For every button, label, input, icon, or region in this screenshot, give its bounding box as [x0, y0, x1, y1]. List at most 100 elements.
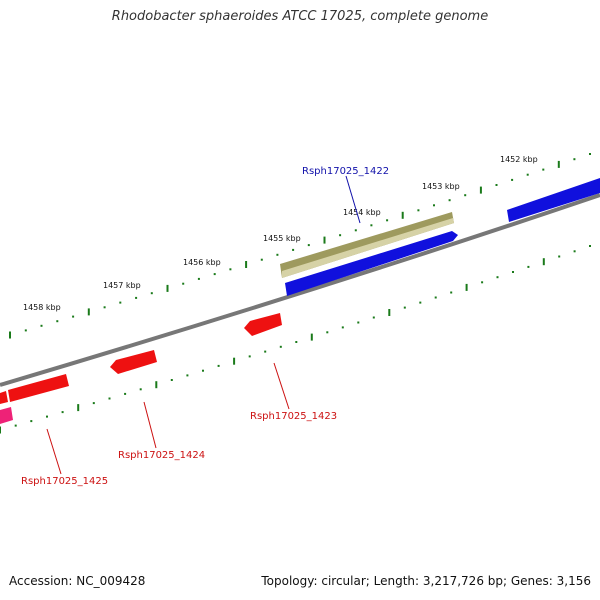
- gene-pink-edge[interactable]: [0, 407, 13, 424]
- outer-ruler-minor-tick: [260, 258, 263, 261]
- inner-ruler-major-tick: [77, 404, 80, 412]
- inner-ruler-major-tick: [388, 309, 391, 316]
- inner-ruler-minor-tick: [403, 306, 406, 309]
- outer-ruler-minor-tick: [56, 320, 59, 323]
- inner-ruler-minor-tick: [434, 296, 437, 299]
- outer-ruler-minor-tick: [339, 234, 342, 237]
- inner-ruler-minor-tick: [372, 316, 375, 319]
- outer-ruler-minor-tick: [182, 282, 185, 285]
- outer-ruler-minor-tick: [370, 224, 373, 227]
- inner-ruler-minor-tick: [92, 402, 95, 405]
- gene-label-rsph17025-1422[interactable]: Rsph17025_1422: [302, 166, 389, 177]
- outer-ruler-minor-tick: [24, 329, 27, 332]
- inner-ruler-major-tick: [542, 258, 545, 266]
- gene-reverse-rsph17025-1425[interactable]: [8, 374, 69, 402]
- scale-label-1456: 1456 kbp: [183, 258, 221, 267]
- inner-ruler-minor-tick: [573, 250, 576, 253]
- outer-ruler-minor-tick: [511, 178, 514, 181]
- scale-label-1453: 1453 kbp: [422, 182, 460, 191]
- inner-ruler-minor-tick: [496, 276, 499, 279]
- inner-ruler-major-tick: [0, 426, 1, 434]
- inner-ruler-major-tick: [233, 357, 236, 365]
- outer-ruler-minor-tick: [119, 301, 122, 304]
- outer-ruler-minor-tick: [386, 219, 389, 222]
- outer-ruler-minor-tick: [589, 153, 591, 155]
- outer-ruler-minor-tick: [417, 209, 420, 212]
- inner-ruler-minor-tick: [357, 321, 360, 324]
- scale-label-1454: 1454 kbp: [343, 208, 381, 217]
- gene-label-leaders: [46, 175, 361, 475]
- leader-rsph17025-1424: [143, 401, 157, 449]
- outer-ruler-major-tick: [323, 236, 326, 244]
- outer-ruler-minor-tick: [292, 248, 295, 251]
- inner-ruler-major-tick: [155, 381, 158, 389]
- inner-ruler-minor-tick: [170, 379, 173, 381]
- outer-ruler-minor-tick: [72, 315, 75, 318]
- outer-ruler-major-tick: [166, 284, 169, 292]
- gene-label-rsph17025-1424[interactable]: Rsph17025_1424: [118, 450, 205, 461]
- inner-ruler-major-tick: [465, 283, 468, 291]
- inner-ruler-minor-tick: [139, 388, 142, 391]
- inner-ruler-minor-tick: [108, 397, 111, 400]
- inner-ruler-minor-tick: [295, 341, 298, 343]
- inner-ruler-major-tick: [310, 333, 313, 341]
- inner-ruler-minor-tick: [217, 364, 220, 367]
- outer-ruler-major-tick: [557, 160, 560, 168]
- gene-label-rsph17025-1425[interactable]: Rsph17025_1425: [21, 476, 108, 487]
- outer-ruler-minor-tick: [150, 292, 153, 295]
- gene-special-highlight: [282, 218, 454, 278]
- outer-ruler-minor-tick: [542, 168, 545, 171]
- outer-ruler-minor-tick: [573, 158, 576, 161]
- outer-ruler-minor-tick: [495, 184, 498, 186]
- scale-labels: 1452 kbp 1453 kbp 1454 kbp 1455 kbp 1456…: [23, 155, 538, 312]
- gene-label-rsph17025-1423[interactable]: Rsph17025_1423: [250, 411, 337, 422]
- gene-reverse-rsph17025-1424[interactable]: [110, 350, 157, 374]
- leader-rsph17025-1422: [345, 175, 361, 224]
- inner-ruler-minor-tick: [264, 350, 267, 353]
- gene-forward-1[interactable]: [285, 231, 458, 296]
- leader-rsph17025-1425: [46, 428, 62, 475]
- inner-ruler-minor-tick: [419, 301, 422, 304]
- outer-ruler-minor-tick: [40, 324, 43, 327]
- inner-ruler-minor-tick: [186, 374, 189, 377]
- scale-label-1455: 1455 kbp: [263, 234, 301, 243]
- inner-ruler-minor-tick: [527, 265, 530, 268]
- outer-ruler-minor-tick: [135, 296, 138, 299]
- inner-ruler-minor-tick: [450, 291, 453, 294]
- inner-ruler-minor-tick: [481, 281, 484, 284]
- outer-ruler-minor-tick: [464, 194, 467, 197]
- scale-label-1458: 1458 kbp: [23, 303, 61, 312]
- outer-ruler-major-tick: [479, 186, 482, 194]
- outer-ruler-minor-tick: [103, 306, 106, 309]
- gene-reverse-edge[interactable]: [0, 391, 8, 404]
- gene-reverse-rsph17025-1423[interactable]: [244, 313, 282, 336]
- outer-ruler-minor-tick: [448, 199, 451, 202]
- outer-ruler-major-tick: [401, 211, 404, 219]
- outer-tick-ruler: [9, 153, 591, 339]
- inner-ruler-minor-tick: [14, 424, 17, 427]
- inner-ruler-minor-tick: [589, 245, 591, 247]
- genome-backbone: [0, 193, 600, 387]
- outer-ruler-minor-tick: [213, 273, 216, 276]
- inner-ruler-minor-tick: [341, 326, 344, 329]
- outer-ruler-minor-tick: [229, 268, 232, 271]
- inner-ruler-minor-tick: [512, 271, 514, 273]
- outer-ruler-major-tick: [9, 331, 11, 339]
- inner-ruler-minor-tick: [248, 355, 251, 358]
- map-title: Rhodobacter sphaeroides ATCC 17025, comp…: [111, 9, 489, 24]
- inner-ruler-minor-tick: [46, 415, 48, 418]
- leader-rsph17025-1423: [273, 362, 290, 410]
- scale-label-1457: 1457 kbp: [103, 281, 141, 290]
- outer-ruler-minor-tick: [526, 173, 529, 176]
- outer-ruler-major-tick: [245, 261, 248, 268]
- reverse-genes: [0, 313, 282, 424]
- outer-ruler-minor-tick: [307, 244, 310, 247]
- inner-ruler-minor-tick: [124, 392, 127, 395]
- accession-text: Accession: NC_009428: [9, 574, 146, 588]
- outer-ruler-minor-tick: [276, 253, 279, 256]
- gene-forward-2[interactable]: [507, 178, 600, 222]
- outer-ruler-major-tick: [87, 308, 90, 316]
- inner-tick-ruler: [0, 245, 591, 434]
- gene-labels: Rsph17025_1422 Rsph17025_1423 Rsph17025_…: [21, 166, 389, 487]
